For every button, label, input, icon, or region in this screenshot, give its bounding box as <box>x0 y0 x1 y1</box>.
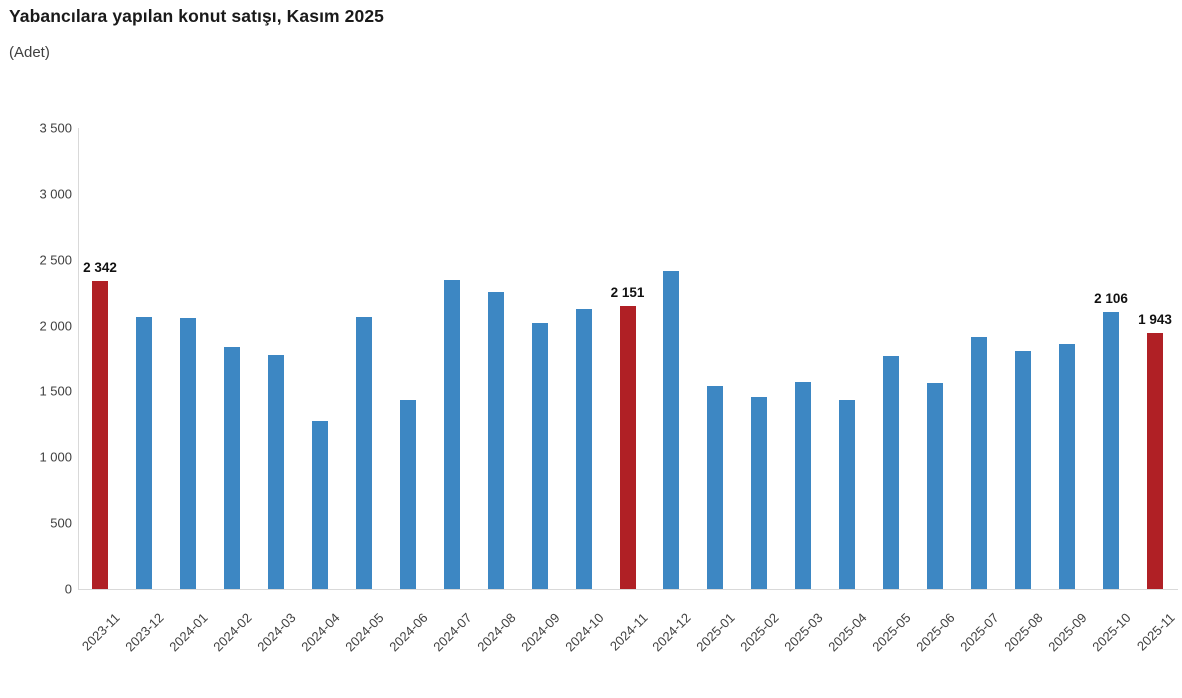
x-axis-label-2024-03: 2024-03 <box>254 610 299 655</box>
bar-2024-08 <box>487 291 504 589</box>
bar-2025-02 <box>751 397 768 589</box>
x-axis-label-2024-01: 2024-01 <box>166 610 211 655</box>
y-axis-tick-500: 500 <box>50 515 72 531</box>
x-axis-label-2024-07: 2024-07 <box>429 610 475 655</box>
x-axis-label-2025-06: 2025-06 <box>913 610 958 655</box>
bar-2024-03 <box>267 355 284 589</box>
x-axis-label-2025-02: 2025-02 <box>737 610 782 655</box>
x-axis-label-2025-05: 2025-05 <box>869 610 914 655</box>
x-axis-label-2025-10: 2025-10 <box>1089 610 1134 655</box>
chart-title: Yabancılara yapılan konut satışı, Kasım … <box>9 6 384 26</box>
data-label-2023-11: 2 342 <box>83 259 117 275</box>
x-axis-label-2024-09: 2024-09 <box>517 610 563 655</box>
bar-2023-12 <box>135 317 152 589</box>
bar-2024-09 <box>531 322 548 589</box>
x-axis-label-2025-08: 2025-08 <box>1001 610 1046 655</box>
bar-2024-07 <box>443 279 460 589</box>
bar-2024-01 <box>179 317 196 589</box>
bar-2024-11 <box>619 305 636 589</box>
x-axis-label-2024-12: 2024-12 <box>649 610 695 655</box>
page: { "header": { "title": "Yabancılara yapı… <box>9 6 1178 655</box>
bar-2025-11 <box>1147 333 1163 589</box>
x-axis-label-2025-09: 2025-09 <box>1045 610 1090 655</box>
x-axis-label-2025-04: 2025-04 <box>825 610 870 655</box>
bar-2025-01 <box>707 386 724 589</box>
bar-2023-11 <box>92 280 108 589</box>
y-axis-tick-1000: 1 000 <box>39 449 72 465</box>
bar-2024-06 <box>399 399 416 589</box>
y-axis-tick-1500: 1 500 <box>39 383 72 399</box>
y-axis-tick-3000: 3 000 <box>39 186 72 202</box>
x-axis-label-2025-07: 2025-07 <box>957 610 1002 655</box>
x-axis-label-2023-12: 2023-12 <box>122 610 167 655</box>
data-label-2025-11: 1 943 <box>1138 312 1172 328</box>
x-axis-label-2024-10: 2024-10 <box>561 610 607 655</box>
bar-2025-05 <box>883 356 900 589</box>
x-axis-line <box>78 589 1178 590</box>
chart-subtitle: (Adet) <box>9 44 50 61</box>
data-label-2025-10: 2 106 <box>1094 290 1128 306</box>
y-axis-line <box>78 128 79 589</box>
bar-2024-10 <box>575 309 592 589</box>
bar-2025-07 <box>971 337 988 589</box>
bar-2024-05 <box>355 317 372 589</box>
y-axis-tick-2000: 2 000 <box>39 318 72 334</box>
bar-2025-06 <box>927 383 944 589</box>
data-label-2024-11: 2 151 <box>610 284 645 300</box>
x-axis-label-2024-04: 2024-04 <box>298 610 343 655</box>
bar-chart: 3 500 3 000 2 500 2 000 1 500 1 000 500 0 2023-1… <box>39 120 1178 654</box>
bar-2024-02 <box>223 346 240 589</box>
x-axis-label-2024-02: 2024-02 <box>210 610 255 655</box>
x-axis-label-2024-06: 2024-06 <box>385 610 431 655</box>
bar-2025-09 <box>1059 344 1076 589</box>
bar-2025-08 <box>1015 351 1032 589</box>
x-axis-label-2024-08: 2024-08 <box>473 610 519 655</box>
x-axis-label-2023-11: 2023-11 <box>78 610 123 654</box>
y-axis-tick-3500: 3 500 <box>39 120 72 136</box>
bar-2025-03 <box>795 382 812 589</box>
bar-2025-04 <box>839 400 856 589</box>
x-axis-label-2024-05: 2024-05 <box>342 610 387 655</box>
x-axis-label-2025-11: 2025-11 <box>1133 610 1178 654</box>
x-axis-label-2025-01: 2025-01 <box>693 610 739 655</box>
y-axis-tick-2500: 2 500 <box>39 252 72 268</box>
bar-2024-04 <box>311 421 328 589</box>
bar-2024-12 <box>663 270 680 589</box>
bar-2025-10 <box>1103 311 1120 589</box>
y-axis-tick-0: 0 <box>64 581 72 597</box>
x-axis-label-2024-11: 2024-11 <box>606 610 651 654</box>
x-axis-label-2025-03: 2025-03 <box>781 610 826 655</box>
